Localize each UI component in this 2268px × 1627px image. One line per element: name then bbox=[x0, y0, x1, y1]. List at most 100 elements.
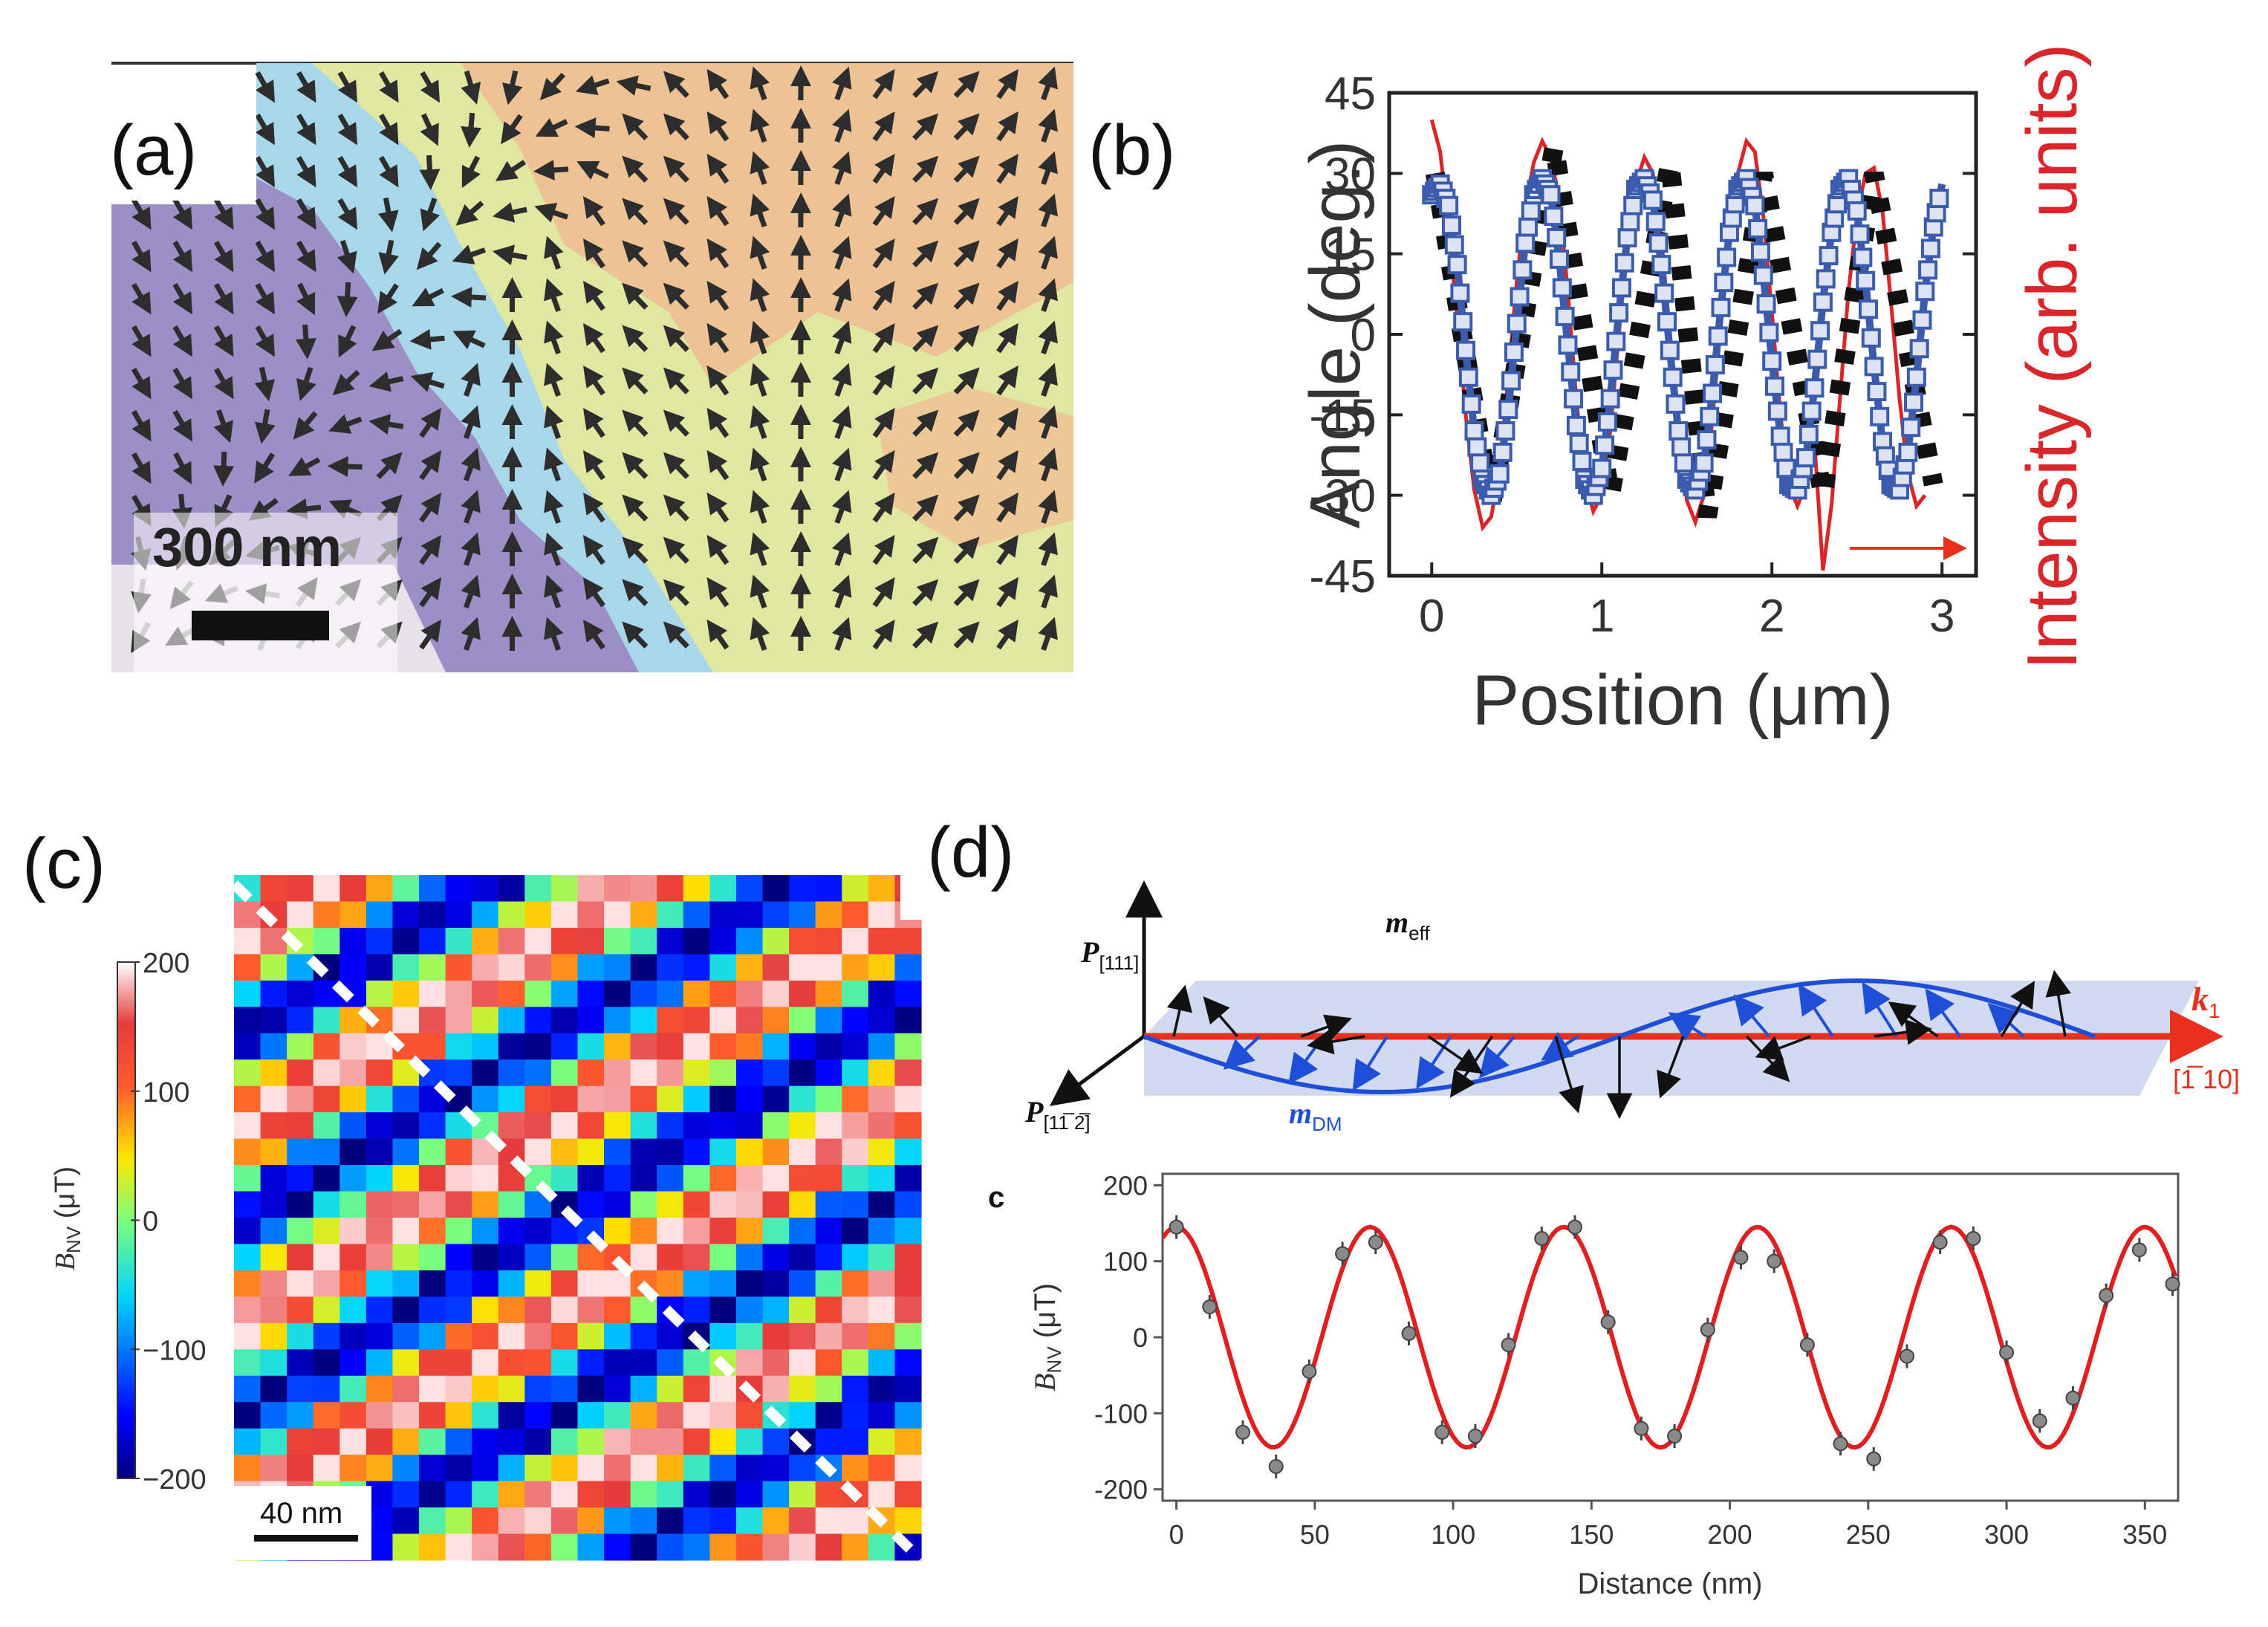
heatmap-cell bbox=[868, 1533, 896, 1561]
field-arrow bbox=[953, 409, 980, 437]
heatmap-cell bbox=[657, 1481, 684, 1508]
field-arrow bbox=[337, 71, 357, 103]
heatmap-cell bbox=[657, 1322, 684, 1350]
field-arrow bbox=[831, 574, 852, 608]
heatmap-cell bbox=[657, 1138, 684, 1166]
panel-d-xtick-label: 300 bbox=[1984, 1519, 2029, 1550]
field-arrow bbox=[831, 108, 852, 143]
field-arrow bbox=[750, 151, 770, 186]
field-arrow bbox=[912, 452, 939, 479]
field-arrow bbox=[872, 450, 895, 481]
heatmap-cell bbox=[894, 1244, 922, 1271]
heatmap-cell bbox=[762, 1375, 790, 1403]
heatmap-cell bbox=[683, 1507, 710, 1535]
heatmap-cell bbox=[657, 1007, 684, 1034]
heatmap-cell bbox=[472, 1191, 499, 1218]
heatmap-cell bbox=[735, 1085, 764, 1113]
heatmap-cell bbox=[657, 1085, 684, 1113]
heatmap-cell bbox=[392, 1428, 420, 1455]
heatmap-cell bbox=[683, 980, 710, 1007]
field-arrow bbox=[912, 240, 939, 267]
heatmap-cell bbox=[392, 1402, 420, 1429]
panel-b-fit-marker bbox=[1660, 340, 1680, 360]
panel-d-xtick-label: 50 bbox=[1300, 1519, 1330, 1550]
heatmap-cell bbox=[287, 875, 314, 903]
heatmap-cell bbox=[709, 1296, 737, 1324]
heatmap-cell bbox=[683, 1244, 710, 1271]
field-arrow bbox=[131, 452, 152, 484]
heatmap-cell bbox=[498, 954, 525, 981]
panel-b: (b) 45 30 15 0 -15 -30 -45 0 1 2 3 Angle (deg.) Po… bbox=[1088, 44, 2092, 741]
heatmap-cell bbox=[287, 1428, 314, 1455]
heatmap-cell bbox=[472, 1033, 499, 1060]
field-arrow bbox=[622, 325, 649, 352]
heatmap-cell bbox=[815, 954, 842, 981]
field-arrow bbox=[419, 619, 442, 650]
heatmap-cell bbox=[339, 927, 367, 955]
heatmap-cell bbox=[657, 1402, 684, 1429]
heatmap-cell bbox=[365, 875, 394, 903]
field-arrow bbox=[872, 281, 895, 311]
heatmap-cell bbox=[445, 1138, 472, 1166]
heatmap-cell bbox=[339, 1428, 367, 1455]
panel-d-data-point bbox=[1899, 1348, 1914, 1364]
panel-b-fit-marker bbox=[1694, 453, 1714, 473]
field-arrow bbox=[912, 536, 939, 564]
heatmap-cell bbox=[498, 1007, 525, 1034]
heatmap-cell bbox=[365, 1428, 394, 1455]
field-arrow bbox=[254, 366, 275, 402]
heatmap-cell bbox=[524, 1481, 552, 1508]
heatmap-cell bbox=[524, 1059, 552, 1087]
heatmap-cell bbox=[630, 1507, 657, 1535]
heatmap-cell bbox=[577, 1349, 605, 1377]
field-arrow bbox=[328, 414, 363, 434]
heatmap-cell bbox=[498, 1296, 525, 1324]
heatmap-cell bbox=[419, 1165, 446, 1192]
heatmap-cell bbox=[789, 1507, 816, 1535]
field-arrow bbox=[622, 198, 649, 225]
field-arrow bbox=[831, 490, 852, 524]
field-arrow bbox=[706, 577, 730, 608]
panel-d-data-point bbox=[2065, 1390, 2081, 1406]
heatmap-cell bbox=[445, 1349, 472, 1377]
heatmap-cell bbox=[577, 1007, 605, 1034]
panel-b-fit-marker bbox=[1906, 367, 1926, 387]
field-arrow bbox=[376, 452, 403, 479]
heatmap-cell bbox=[234, 1322, 261, 1350]
panel-b-fit-marker bbox=[1566, 415, 1586, 435]
field-arrow bbox=[255, 240, 276, 273]
heatmap-cell bbox=[419, 1375, 446, 1403]
field-arrow bbox=[706, 238, 730, 269]
heatmap-cell bbox=[630, 1481, 657, 1508]
heatmap-cell bbox=[815, 1481, 842, 1508]
heatmap-cell bbox=[789, 1244, 816, 1271]
heatmap-cell bbox=[260, 1349, 287, 1377]
heatmap-cell bbox=[365, 1296, 394, 1324]
heatmap-cell bbox=[735, 1507, 764, 1535]
heatmap-cell bbox=[445, 1507, 472, 1535]
dm-arrow bbox=[1668, 1012, 1706, 1041]
field-arrow bbox=[953, 367, 980, 394]
panel-b-ytick-label: 0 bbox=[1351, 310, 1376, 361]
field-arrow bbox=[419, 577, 442, 608]
field-arrow bbox=[461, 112, 482, 148]
heatmap-cell bbox=[868, 927, 896, 955]
field-arrow bbox=[831, 617, 852, 651]
heatmap-cell bbox=[365, 1085, 394, 1113]
heatmap-cell bbox=[894, 1455, 922, 1482]
heatmap-cell bbox=[550, 1533, 579, 1561]
heatmap-cell bbox=[815, 1375, 842, 1403]
heatmap-cell bbox=[630, 1191, 657, 1218]
field-arrow bbox=[953, 113, 980, 140]
field-arrow bbox=[575, 75, 610, 96]
panel-d-data-point bbox=[1999, 1345, 2015, 1360]
heatmap-cell bbox=[709, 1112, 737, 1140]
heatmap-cell bbox=[683, 875, 710, 903]
heatmap-cell bbox=[868, 901, 896, 929]
heatmap-cell bbox=[735, 1112, 764, 1140]
heatmap-cell bbox=[842, 1533, 869, 1561]
meff-arrow bbox=[1166, 984, 1192, 1037]
heatmap-cell bbox=[445, 1270, 472, 1297]
heatmap-cell bbox=[815, 1349, 842, 1377]
panel-b-fit-marker bbox=[1657, 312, 1677, 332]
